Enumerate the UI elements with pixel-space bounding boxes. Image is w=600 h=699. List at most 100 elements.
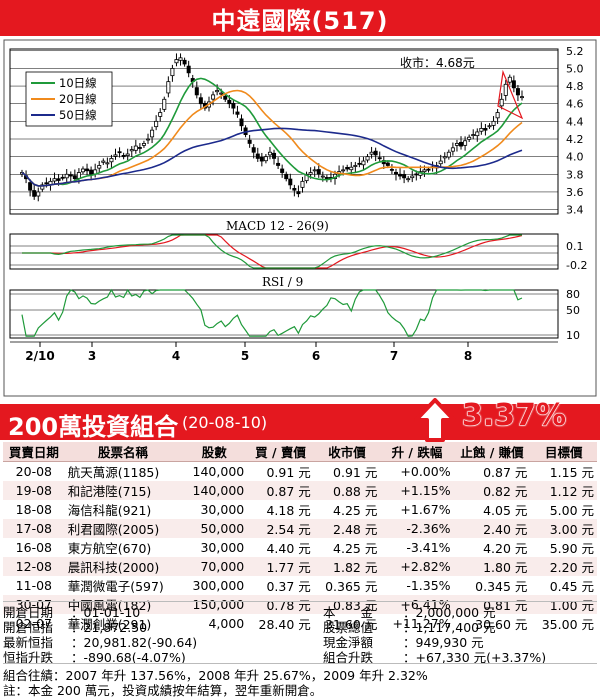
rsi-panel <box>9 289 559 339</box>
table-cell: 航天萬源(1185) <box>67 465 160 480</box>
portfolio-title: 200萬投資組合 <box>8 413 179 441</box>
table-cell: 35.00 元 <box>541 617 594 632</box>
table-cell: +0.00% <box>400 464 451 479</box>
table-cell: +6.41% <box>380 595 454 614</box>
candle-body <box>414 173 419 176</box>
table-cell: -3.41% <box>406 540 451 555</box>
candle-body <box>263 156 268 162</box>
summary-value: ：-890.68(-4.07%) <box>71 650 186 665</box>
candle-body <box>166 81 171 94</box>
candle-body <box>389 168 394 171</box>
up-arrow-icon <box>414 398 456 442</box>
column-header: 買賣日期 <box>3 442 65 462</box>
table-cell: 140,000 <box>192 464 245 479</box>
candle-body <box>308 172 313 175</box>
y-tick-label: 10 <box>566 329 580 342</box>
candle-body <box>64 173 69 179</box>
candle-body <box>56 178 61 181</box>
column-header: 止蝕 / 賺價 <box>453 442 531 462</box>
table-cell: 4.05 元 <box>483 503 528 518</box>
candle-body <box>44 182 49 185</box>
candle-body <box>174 59 179 64</box>
candle-body <box>422 169 427 173</box>
candle-body <box>393 171 398 175</box>
table-cell: 20-08 <box>15 464 52 479</box>
candle-body <box>72 175 77 180</box>
column-header: 升 / 跌幅 <box>380 442 454 462</box>
candle-body <box>300 180 305 188</box>
y-tick-label: 50 <box>566 304 580 317</box>
table-cell: 30.60 元 <box>475 617 528 632</box>
candle-body <box>304 173 309 182</box>
candle-body <box>239 118 244 127</box>
rsi-title: RSI / 9 <box>262 275 303 289</box>
table-cell: 0.87 元 <box>483 465 528 480</box>
portfolio-table: 買賣日期 股票名稱 股數買 / 賣價 收市價升 / 跌幅 止蝕 / 賺價 目標價 20-0… <box>3 442 597 633</box>
legend-label: 20日線 <box>59 92 97 106</box>
candle-body <box>450 147 455 152</box>
candle-body <box>499 98 504 107</box>
table-cell: 1.80 元 <box>453 557 531 576</box>
candle-body <box>296 191 301 195</box>
candle-body <box>467 136 472 140</box>
table-cell: 利君國際(2005) <box>64 519 182 538</box>
candle-body <box>520 96 525 99</box>
summary-label: 開倉日期 <box>3 605 54 620</box>
table-cell: 3.00 元 <box>530 519 597 538</box>
x-tick-label: 7 <box>390 349 398 363</box>
table-cell: 4.18 元 <box>266 503 311 518</box>
macd-line <box>22 234 522 269</box>
table-cell: 16-08 <box>15 540 52 555</box>
table-cell: 華潤微電子(597) <box>67 579 164 594</box>
candle-body <box>483 128 488 131</box>
x-tick-label: 8 <box>464 349 472 363</box>
candle-body <box>52 178 57 182</box>
candle-body <box>471 134 476 136</box>
candle-body <box>133 145 138 151</box>
candle-body <box>320 175 325 178</box>
candle-body <box>373 150 378 156</box>
candle-body <box>385 162 390 166</box>
table-row: 20-08 航天萬源(1185) 140,000 0.91 元 0.91 元 +0.00%… <box>3 462 597 482</box>
trend-arrow-icon <box>497 69 524 120</box>
candle-body <box>223 95 228 100</box>
portfolio-summary: 開倉日期 ：01-01-10 本 金 ：2,000,000 元 開倉恒指 ：21,87… <box>3 602 597 665</box>
candle-body <box>345 167 350 170</box>
table-cell: 2.40 元 <box>453 519 531 538</box>
table-cell: 1.15 元 <box>549 465 594 480</box>
table-cell: 0.91 元 <box>333 465 378 480</box>
summary-label: 股票總值 <box>323 620 374 635</box>
summary-value: ：949,930 元 <box>403 635 484 650</box>
candle-body <box>446 151 451 158</box>
table-cell: 4.40 元 <box>266 541 311 556</box>
candle-body <box>491 120 496 126</box>
table-cell: 31.60 元 <box>325 617 378 632</box>
close-annotation: 收市：4.68元 <box>400 55 475 70</box>
page-title-bar: 中遠國際(517) <box>0 0 600 36</box>
x-tick-label: 6 <box>312 349 320 363</box>
y-tick-label: 4.2 <box>566 133 584 146</box>
table-cell: 2.20 元 <box>530 557 597 576</box>
candle-body <box>515 88 520 96</box>
candle-body <box>68 174 73 177</box>
y-tick-label: 5.0 <box>566 62 584 75</box>
candle-body <box>80 168 85 173</box>
table-cell: 晨訊科技(2000) <box>64 557 182 576</box>
table-cell: -1.35% <box>406 578 451 593</box>
table-cell: 17-08 <box>3 519 65 538</box>
candle-body <box>60 176 65 179</box>
page-title: 中遠國際(517) <box>211 6 389 35</box>
portfolio-header: 200萬投資組合 (20-08-10) <box>0 404 600 441</box>
divider <box>3 601 597 602</box>
x-tick-label: 3 <box>88 349 96 363</box>
table-cell: 150,000 <box>181 595 248 614</box>
stock-chart: 5.25.04.84.64.44.24.03.83.63.410日線20日線50… <box>0 36 600 400</box>
summary-label: 本 金 <box>323 605 374 620</box>
summary-label: 開倉恒指 <box>3 620 54 635</box>
table-cell: 1.77 元 <box>247 557 314 576</box>
table-cell: 12-08 <box>3 557 65 576</box>
candle-body <box>36 191 41 197</box>
candle-body <box>28 182 33 191</box>
candle-body <box>316 169 321 175</box>
candle-body <box>272 152 277 159</box>
